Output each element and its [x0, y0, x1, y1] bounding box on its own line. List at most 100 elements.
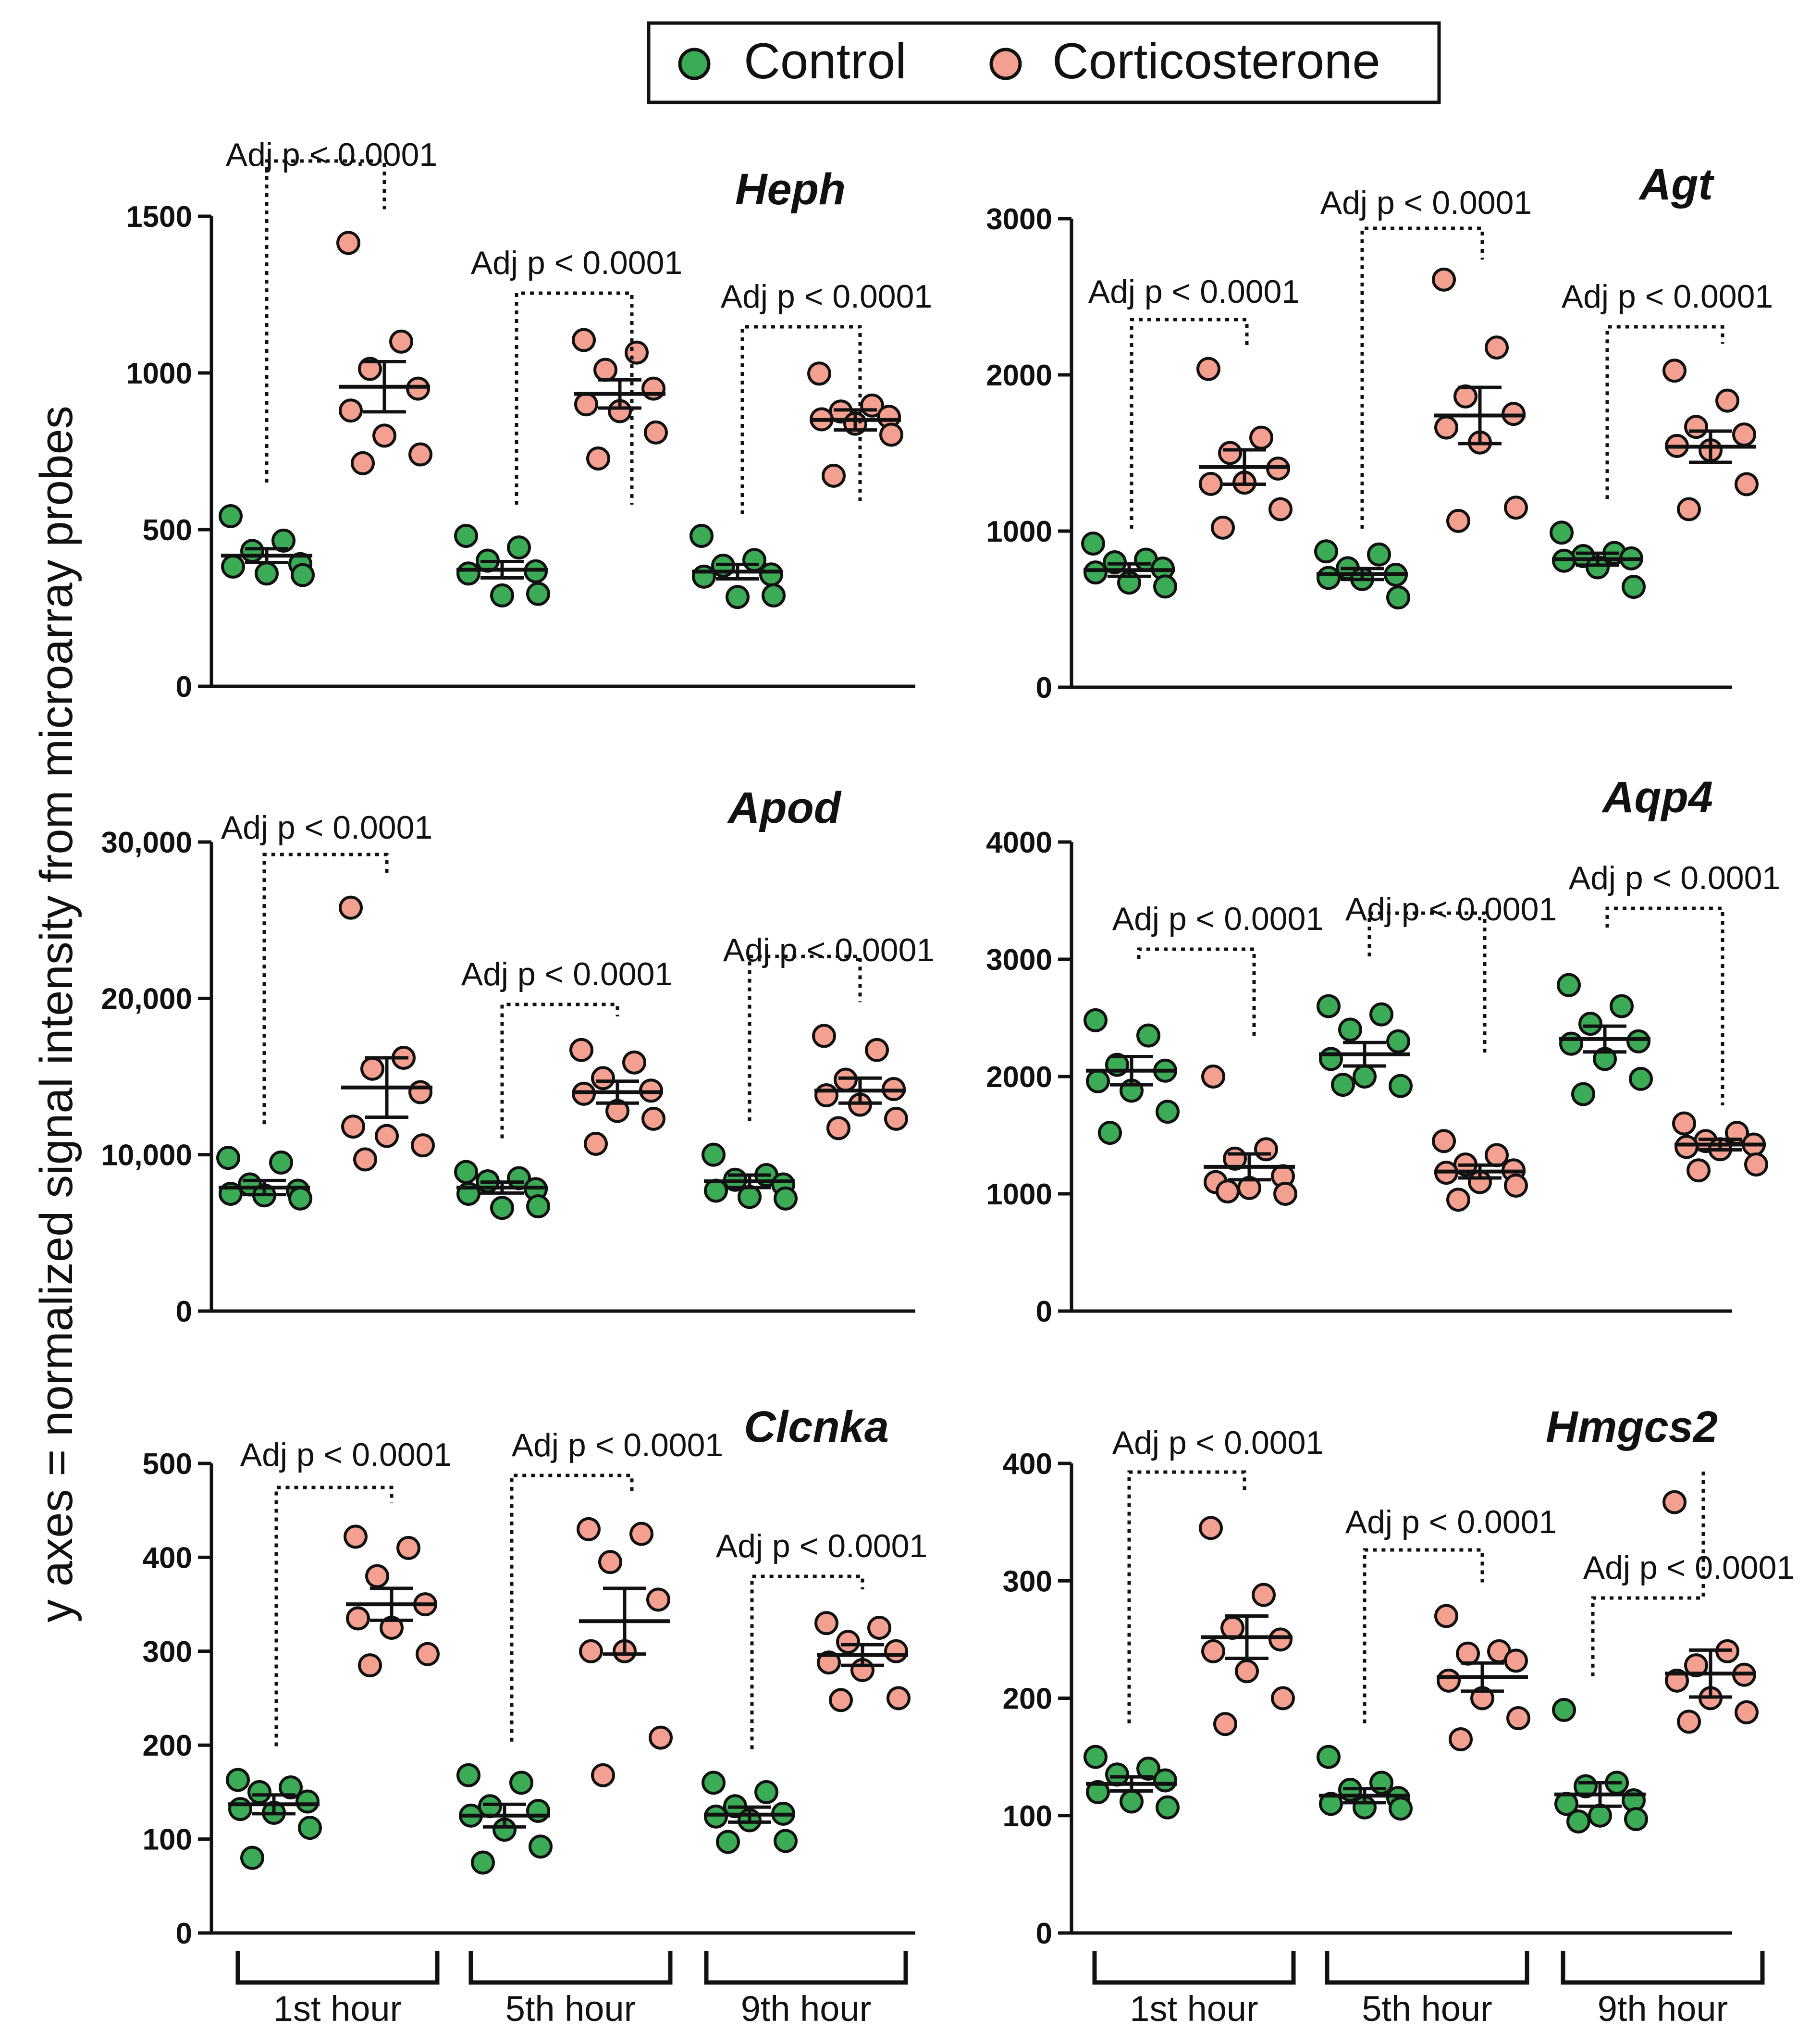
legend-box [647, 21, 1441, 104]
corticosterone-point [1268, 497, 1293, 521]
control-point [1557, 973, 1581, 997]
corticosterone-point [1744, 1152, 1768, 1177]
corticosterone-point [358, 357, 382, 381]
timepoint-label: 9th hour [1598, 1989, 1728, 2029]
significance-label: Adj p < 0.0001 [721, 278, 932, 315]
control-point [1578, 1012, 1602, 1036]
control-point [1317, 994, 1341, 1018]
significance-bracket [1605, 906, 1724, 1105]
corticosterone-point [408, 442, 432, 467]
y-tick-label: 4000 [986, 826, 1052, 859]
corticosterone-point [1504, 496, 1528, 520]
control-point [1574, 1774, 1598, 1798]
corticosterone-point [829, 1688, 853, 1712]
panel-title: Aqp4 [1601, 773, 1713, 822]
control-point [1571, 1082, 1595, 1106]
y-tick-label: 0 [1036, 1295, 1052, 1328]
control-point [1084, 560, 1108, 585]
control-point [1317, 1745, 1341, 1769]
y-tick-label: 10,000 [101, 1139, 192, 1172]
corticosterone-point [1271, 1686, 1295, 1710]
corticosterone-point [867, 1615, 891, 1640]
corticosterone-point [1504, 1648, 1528, 1673]
corticosterone-point [593, 358, 617, 382]
significance-bracket [1127, 1470, 1246, 1723]
significance-bracket [750, 1574, 864, 1749]
control-point [1622, 575, 1646, 599]
panel-title: Hmgcs2 [1546, 1402, 1718, 1451]
corticosterone-point [1504, 1173, 1528, 1198]
y-tick-label: 500 [143, 514, 192, 547]
significance-label: Adj p < 0.0001 [1583, 1549, 1795, 1586]
significance-label: Adj p < 0.0001 [1112, 901, 1324, 937]
control-point [271, 528, 296, 553]
corticosterone-point [1249, 425, 1273, 450]
significance-label: Adj p < 0.0001 [1345, 891, 1557, 928]
control-point [1386, 585, 1410, 610]
corticosterone-point [884, 1639, 908, 1663]
control-point [1081, 532, 1105, 556]
y-tick-label: 0 [1036, 671, 1052, 705]
corticosterone-point [372, 423, 396, 448]
corticosterone-point [1662, 359, 1687, 383]
corticosterone-point [365, 1564, 389, 1588]
control-point [774, 1186, 798, 1211]
y-tick-label: 1000 [986, 515, 1052, 548]
y-tick-label: 0 [1036, 1917, 1052, 1950]
corticosterone-point [641, 1106, 665, 1131]
control-point [726, 585, 750, 609]
corticosterone-point [814, 1611, 838, 1635]
control-point [702, 1771, 726, 1795]
corticosterone-point [884, 1106, 908, 1131]
corticosterone-point [1434, 415, 1458, 440]
corticosterone-point [1687, 1158, 1711, 1183]
control-point [1389, 1074, 1413, 1098]
corticosterone-point [579, 1639, 603, 1663]
control-point [1319, 1792, 1343, 1816]
significance-label: Adj p < 0.0001 [1345, 1504, 1557, 1540]
control-point [1331, 1073, 1355, 1097]
corticosterone-point [1196, 357, 1220, 381]
corticosterone-point [569, 1038, 593, 1062]
control-point [216, 1146, 240, 1170]
y-tick-label: 400 [143, 1541, 192, 1574]
corticosterone-point [346, 1606, 370, 1631]
significance-bracket [1360, 226, 1484, 529]
control-point [1550, 520, 1574, 545]
corticosterone-point [1211, 515, 1235, 540]
control-point [247, 1780, 271, 1804]
corticosterone-point [353, 1147, 377, 1172]
significance-bracket [274, 1486, 394, 1747]
corticosterone-point [836, 1630, 860, 1654]
significance-label: Adj p < 0.0001 [471, 245, 682, 281]
significance-label: Adj p < 0.0001 [226, 136, 437, 173]
control-point [490, 1196, 514, 1220]
corticosterone-point [574, 392, 598, 417]
control-point [454, 524, 478, 548]
significance-label: Adj p < 0.0001 [221, 809, 432, 846]
timepoint-label: 5th hour [1362, 1989, 1492, 2029]
panel-agt: 0 1000 2000 3000 Agt Adj p < 0.0001 Adj p < 0.… [986, 160, 1773, 705]
corticosterone-point [411, 1133, 435, 1158]
corticosterone-point [1485, 335, 1509, 360]
corticosterone-point [344, 1524, 368, 1549]
corticosterone-point [360, 1056, 384, 1081]
y-tick-label: 30,000 [101, 826, 192, 859]
control-point [774, 1829, 798, 1853]
control-point [296, 1789, 320, 1814]
corticosterone-point [1446, 1188, 1470, 1212]
corticosterone-point [1677, 497, 1701, 521]
timepoint-bracket [1561, 1951, 1765, 1985]
control-point [692, 564, 716, 589]
corticosterone-point [1434, 1604, 1458, 1628]
y-tick-label: 200 [143, 1729, 192, 1762]
significance-bracket [1137, 947, 1256, 1038]
control-point [291, 563, 315, 587]
corticosterone-point [1672, 1111, 1696, 1136]
corticosterone-point [341, 1115, 365, 1139]
control-point [1156, 1100, 1180, 1124]
control-point [1317, 566, 1341, 590]
control-point [1098, 1121, 1122, 1145]
control-point [1105, 1762, 1129, 1787]
